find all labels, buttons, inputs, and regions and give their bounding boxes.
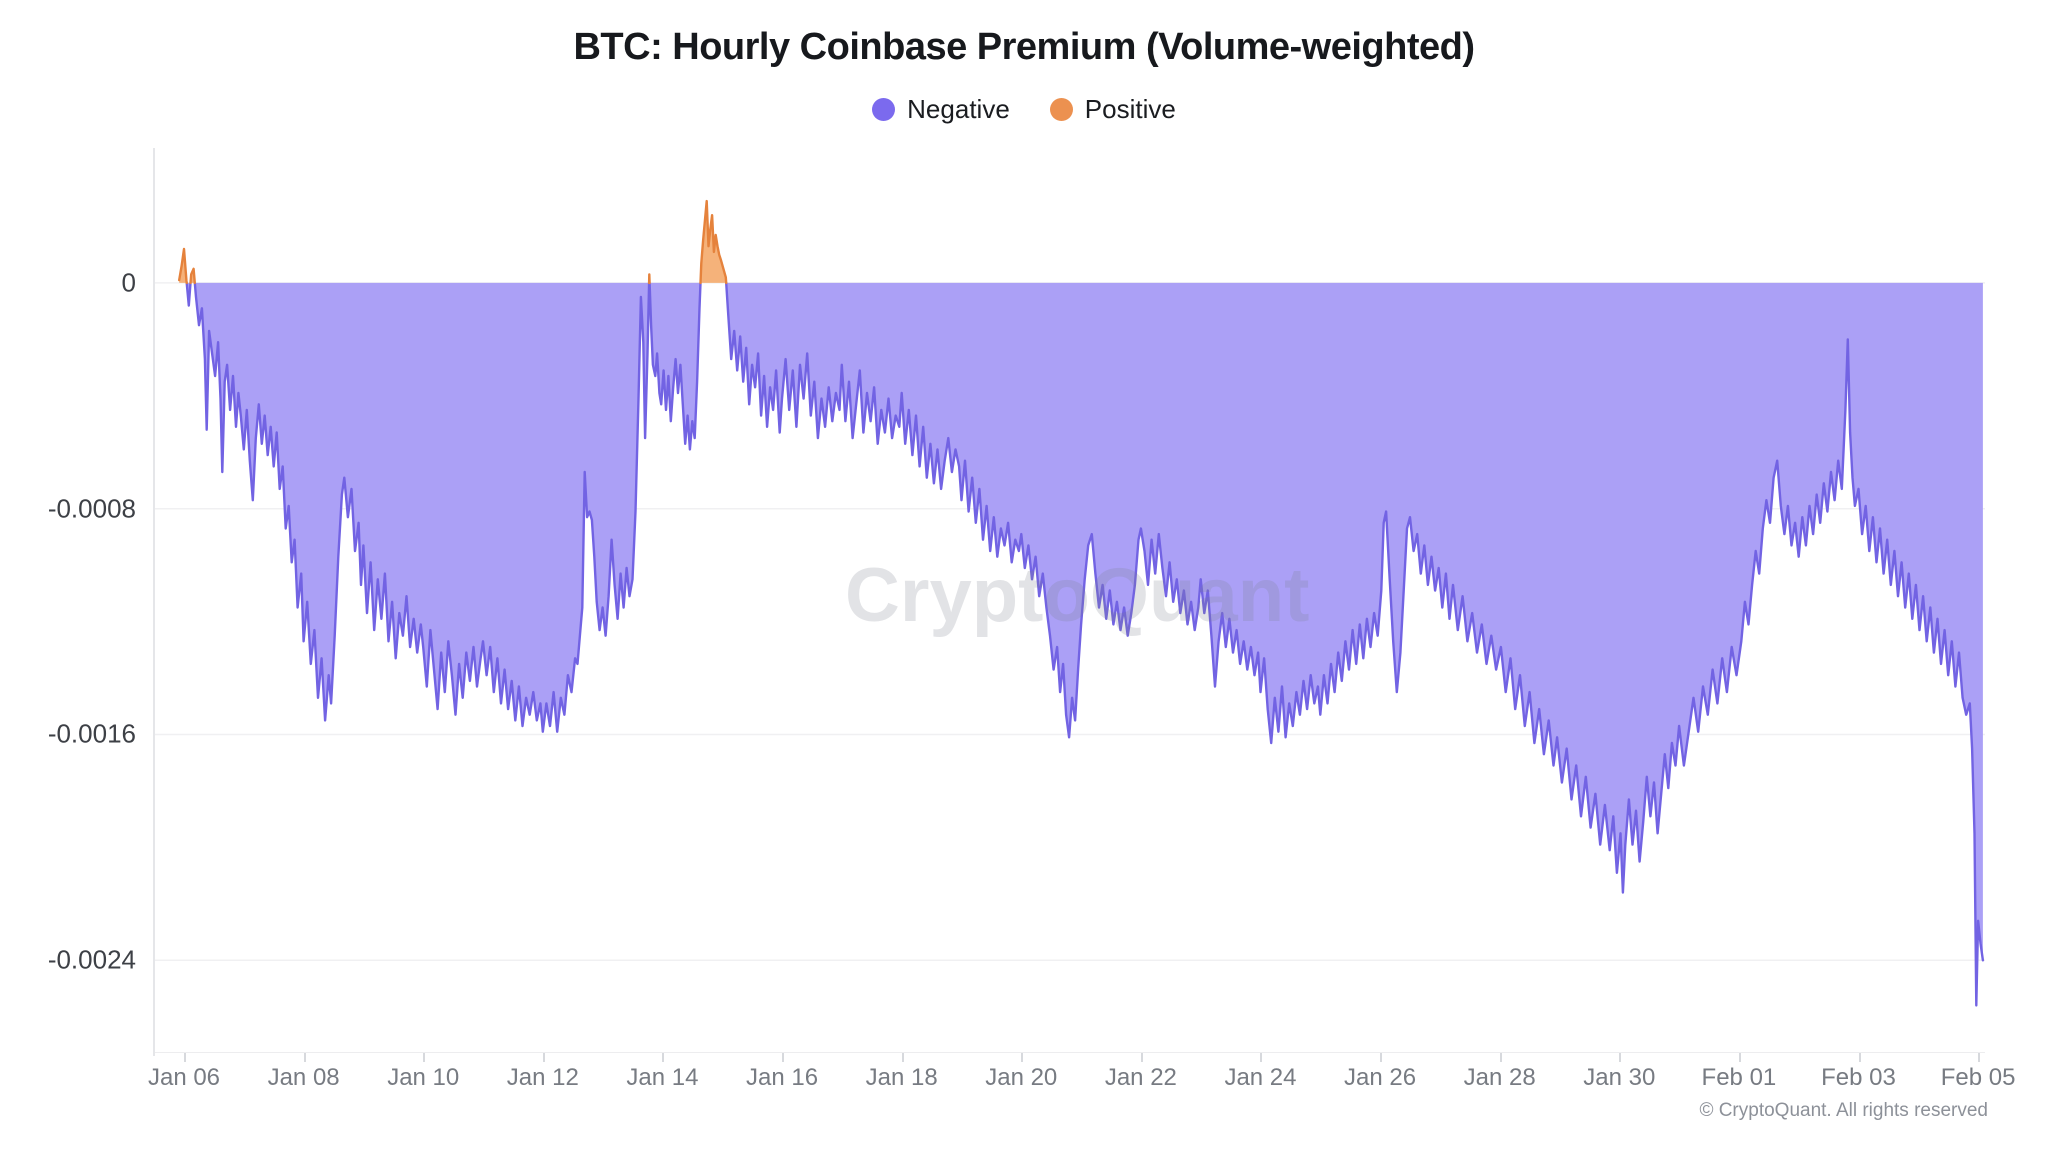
x-tick-label-jan-18: Jan 18	[865, 1064, 938, 1091]
x-tick-label-jan-30: Jan 30	[1583, 1064, 1656, 1091]
x-tick-mark	[184, 1053, 186, 1062]
x-tick-mark	[1738, 1053, 1741, 1062]
x-tick-mark	[542, 1053, 545, 1062]
positive-series-line	[189, 267, 196, 285]
x-tick-label-jan-16: Jan 16	[746, 1064, 819, 1091]
chart-title: BTC: Hourly Coinbase Premium (Volume-wei…	[573, 26, 1475, 68]
x-tick-mark	[1140, 1053, 1143, 1062]
x-tick-mark	[1499, 1053, 1502, 1062]
negative-series-line	[725, 281, 1985, 1007]
x-tick-label-jan-12: Jan 12	[506, 1064, 579, 1091]
positive-series-line	[699, 199, 728, 285]
legend-item-positive[interactable]: Positive	[1049, 94, 1176, 125]
legend-label-negative: Negative	[907, 94, 1010, 124]
x-tick-label-jan-10: Jan 10	[387, 1064, 460, 1091]
y-axis-line	[153, 148, 155, 1056]
x-tick-label-jan-22: Jan 22	[1104, 1064, 1177, 1091]
negative-series-area	[649, 282, 701, 450]
x-tick-mark	[1978, 1053, 1981, 1062]
premium-area-chart[interactable]	[155, 148, 1985, 1052]
x-tick-mark	[782, 1053, 785, 1062]
positive-series-dot-icon	[1049, 98, 1073, 121]
x-tick-label-feb-05: Feb 05	[1940, 1064, 2016, 1091]
x-tick-mark	[423, 1053, 426, 1062]
x-tick-label-jan-24: Jan 24	[1224, 1064, 1297, 1091]
x-tick-mark	[303, 1053, 306, 1062]
positive-series-line	[178, 247, 188, 285]
x-tick-label-feb-03: Feb 03	[1821, 1064, 1896, 1091]
negative-series-line	[193, 281, 651, 733]
negative-series-dot-icon	[872, 98, 896, 121]
x-tick-mark	[1858, 1053, 1861, 1062]
copyright-notice: © CryptoQuant. All rights reserved	[1699, 1100, 1988, 1121]
x-tick-label-feb-01: Feb 01	[1701, 1064, 1777, 1091]
legend-label-positive: Positive	[1084, 94, 1176, 124]
negative-series-line	[648, 281, 702, 451]
x-tick-label-jan-14: Jan 14	[626, 1064, 699, 1091]
legend-item-negative[interactable]: Negative	[872, 94, 1010, 125]
x-tick-label-jan-28: Jan 28	[1463, 1064, 1536, 1091]
x-tick-mark	[1619, 1053, 1622, 1062]
negative-series-line	[185, 281, 192, 307]
x-tick-label-jan-26: Jan 26	[1344, 1064, 1417, 1091]
y-tick-label--0.0016: -0.0016	[47, 718, 136, 749]
x-tick-label-jan-20: Jan 20	[985, 1064, 1058, 1091]
x-tick-mark	[1380, 1053, 1383, 1062]
negative-series-area	[194, 282, 650, 732]
x-axis-line	[155, 1052, 1985, 1053]
plot-area[interactable]	[155, 148, 1985, 1052]
y-tick-label--0.0024: -0.0024	[47, 944, 136, 975]
x-tick-label-jan-08: Jan 08	[267, 1064, 340, 1091]
x-tick-mark	[1260, 1053, 1263, 1062]
x-tick-label-jan-06: Jan 06	[147, 1064, 221, 1091]
positive-series-line	[647, 273, 651, 285]
x-tick-mark	[901, 1053, 904, 1062]
chart-legend: Negative Positive	[0, 94, 2048, 125]
y-tick-label-0: 0	[121, 267, 136, 298]
x-tick-mark	[1021, 1053, 1024, 1062]
y-tick-label--0.0008: -0.0008	[47, 493, 136, 524]
x-tick-mark	[662, 1053, 665, 1062]
